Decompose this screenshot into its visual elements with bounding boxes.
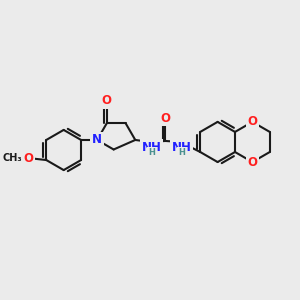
Text: O: O <box>160 112 170 125</box>
Text: O: O <box>248 155 257 169</box>
Text: NH: NH <box>141 141 161 154</box>
Text: O: O <box>102 94 112 107</box>
Text: O: O <box>23 152 33 164</box>
Text: H: H <box>148 148 155 157</box>
Text: CH₃: CH₃ <box>2 153 22 163</box>
Text: N: N <box>92 134 102 146</box>
Text: O: O <box>248 116 257 128</box>
Text: H: H <box>178 148 185 157</box>
Text: NH: NH <box>172 141 191 154</box>
